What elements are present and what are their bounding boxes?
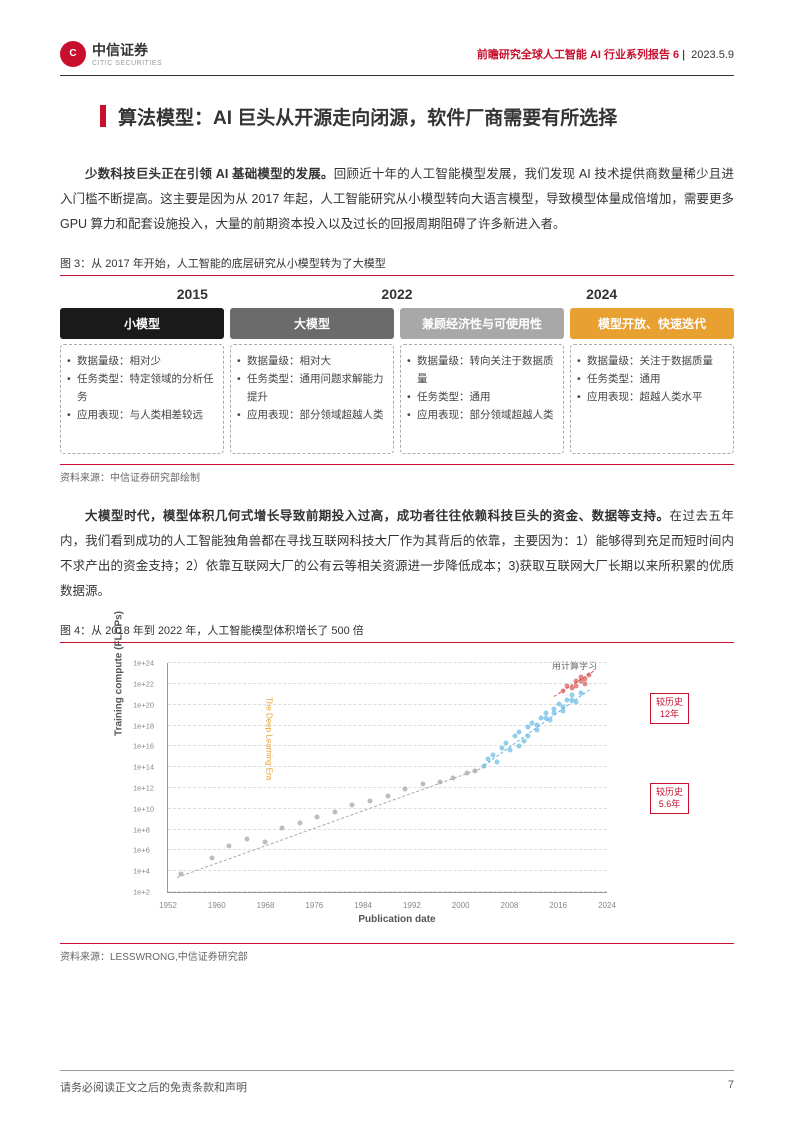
chart-xlabel: Publication date [358, 914, 435, 925]
chart-ylabel: Training compute (FLOPs) [114, 611, 125, 736]
figure-3-caption: 图 3：从 2017 年开始，人工智能的底层研究从小模型转为了大模型 [60, 255, 734, 276]
figure-3-source: 资料来源：中信证券研究部绘制 [60, 464, 734, 484]
figure-4-chart: Training compute (FLOPs) Publication dat… [107, 653, 687, 933]
phase-column: 大模型数据量级：相对大任务类型：通用问题求解能力提升应用表现：部分领域超越人类 [230, 308, 394, 454]
figure-3-years: 201520222024 [60, 286, 734, 302]
report-series: 前瞻研究全球人工智能 AI 行业系列报告 6 [477, 49, 679, 61]
figure-3: 201520222024 小模型数据量级：相对少任务类型：特定领域的分析任务应用… [60, 286, 734, 454]
paragraph-2: 大模型时代，模型体积几何式增长导致前期投入过高，成功者往往依赖科技巨头的资金、数… [60, 504, 734, 604]
page-footer: 请务必阅读正文之后的免责条款和声明 7 [60, 1070, 734, 1095]
logo-subtitle: CITIC SECURITIES [92, 60, 162, 67]
logo: C 中信证券 CITIC SECURITIES [60, 40, 162, 67]
phase-column: 小模型数据量级：相对少任务类型：特定领域的分析任务应用表现：与人类相差较远 [60, 308, 224, 454]
heading-text: 算法模型：AI 巨头从开源走向闭源，软件厂商需要有所选择 [118, 101, 617, 137]
page-header: C 中信证券 CITIC SECURITIES 前瞻研究全球人工智能 AI 行业… [60, 40, 734, 76]
para1-lead: 少数科技巨头正在引领 AI 基础模型的发展。 [85, 167, 334, 181]
header-meta: 前瞻研究全球人工智能 AI 行业系列报告 6 | 2023.5.9 [477, 46, 734, 62]
phase-column: 模型开放、快速迭代数据量级：关注于数据质量任务类型：通用应用表现：超越人类水平 [570, 308, 734, 454]
footer-disclaimer: 请务必阅读正文之后的免责条款和声明 [60, 1079, 247, 1095]
figure-4-source: 资料来源：LESSWRONG,中信证券研究部 [60, 943, 734, 963]
section-heading: 算法模型：AI 巨头从开源走向闭源，软件厂商需要有所选择 [100, 101, 734, 137]
phase-column: 兼顾经济性与可使用性数据量级：转向关注于数据质量任务类型：通用应用表现：部分领域… [400, 308, 564, 454]
paragraph-1: 少数科技巨头正在引领 AI 基础模型的发展。回顾近十年的人工智能模型发展，我们发… [60, 162, 734, 237]
chart-annotation-2: 较历史5.6年 [650, 783, 689, 814]
footer-page-number: 7 [728, 1079, 734, 1095]
logo-text: 中信证券 [92, 40, 162, 60]
figure-3-phases: 小模型数据量级：相对少任务类型：特定领域的分析任务应用表现：与人类相差较远大模型… [60, 308, 734, 454]
chart-plot-area: The Deep Learning Era 1e+21e+41e+61e+81e… [167, 663, 607, 893]
chart-annotation-1: 较历史12年 [650, 693, 689, 724]
para2-lead: 大模型时代，模型体积几何式增长导致前期投入过高，成功者往往依赖科技巨头的资金、数… [85, 509, 670, 523]
report-date: 2023.5.9 [691, 49, 734, 61]
logo-icon: C [60, 41, 86, 67]
figure-4-caption: 图 4：从 2018 年到 2022 年，人工智能模型体积增长了 500 倍 [60, 622, 734, 643]
heading-accent-bar [100, 105, 106, 127]
